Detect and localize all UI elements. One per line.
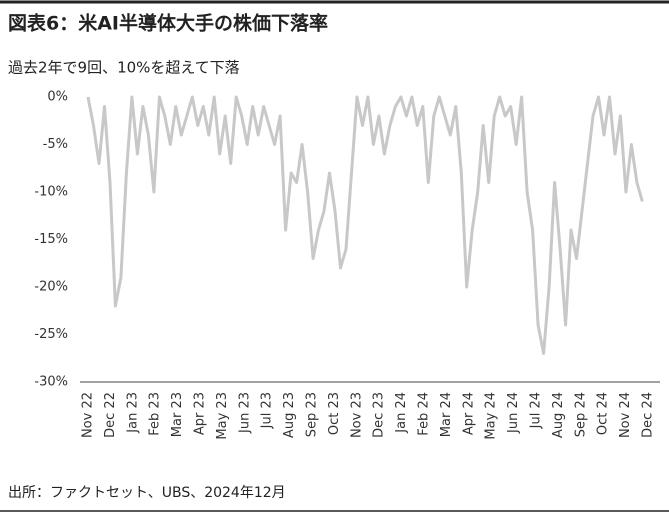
x-tick-label: Aug 24	[551, 392, 566, 438]
y-tick-label: -10%	[34, 185, 68, 200]
y-tick-label: -5%	[43, 137, 68, 152]
y-tick-label: 0%	[47, 90, 68, 105]
x-tick-label: Sep 23	[305, 392, 320, 437]
x-tick-label: Apr 24	[461, 392, 476, 435]
x-tick-label: Nov 23	[349, 392, 364, 438]
x-tick-label: Jun 24	[506, 392, 521, 434]
x-tick-label: Mar 24	[439, 392, 454, 437]
x-tick-label: Jul 24	[529, 392, 544, 429]
chart-subtitle: 過去2年で9回、10%を超えて下落	[8, 59, 240, 77]
x-tick-label: Dec 24	[641, 392, 656, 438]
x-tick-label: May 23	[215, 392, 230, 440]
y-tick-label: -30%	[34, 375, 68, 390]
x-tick-label: Apr 23	[193, 392, 208, 435]
x-tick-label: Feb 23	[148, 392, 163, 436]
x-tick-label: Mar 23	[170, 392, 185, 437]
x-tick-label: Jul 23	[260, 392, 275, 429]
drawdown-line	[86, 95, 644, 355]
y-tick-label: -25%	[34, 327, 68, 342]
x-tick-label: Jan 24	[394, 392, 409, 434]
y-tick-label: -20%	[34, 280, 68, 295]
x-tick-label: Jun 23	[237, 392, 252, 434]
x-tick-label: Nov 24	[618, 392, 633, 438]
x-tick-label: Sep 24	[573, 392, 588, 437]
x-tick-label: Nov 22	[81, 392, 96, 438]
x-tick-label: Feb 24	[417, 392, 432, 436]
x-tick-label: Dec 23	[372, 392, 387, 438]
x-tick-label: Aug 23	[282, 392, 297, 438]
chart-title: 図表6：米AI半導体大手の株価下落率	[8, 12, 328, 35]
x-tick-label: Oct 24	[596, 392, 611, 435]
x-tick-label: Jan 23	[125, 392, 140, 434]
y-tick-label: -15%	[34, 232, 68, 247]
x-tick-label: May 24	[484, 392, 499, 440]
source: 出所：ファクトセット、UBS、2024年12月	[8, 485, 286, 501]
x-tick-label: Oct 23	[327, 392, 342, 435]
x-tick-label: Dec 22	[103, 392, 118, 438]
